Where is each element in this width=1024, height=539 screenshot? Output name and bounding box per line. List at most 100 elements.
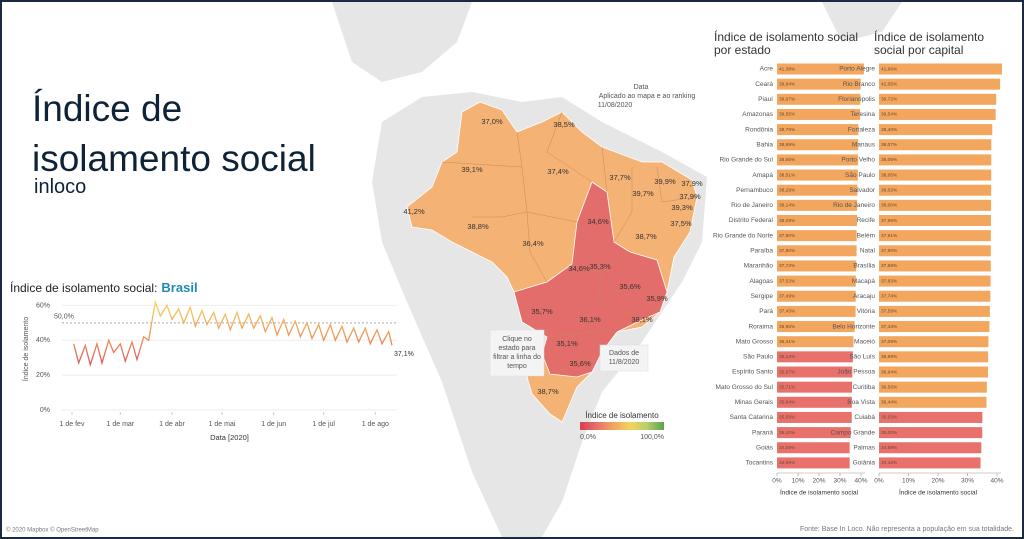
map-label: 36,1% bbox=[579, 315, 601, 324]
bar bbox=[879, 381, 987, 393]
bar-title: Índice de isolamento social por estado bbox=[714, 30, 859, 57]
x-tick-label: 1 de ago bbox=[362, 421, 389, 428]
map-label: 37,9% bbox=[681, 179, 703, 188]
category-label: Belém bbox=[857, 232, 875, 239]
bar bbox=[777, 215, 857, 226]
bar-value-label: 41,66% bbox=[881, 66, 898, 72]
bar bbox=[777, 411, 852, 423]
bar bbox=[777, 78, 861, 90]
category-label: Florianópolis bbox=[838, 96, 876, 103]
legend-scale bbox=[580, 422, 664, 430]
map-label: 38,7% bbox=[635, 232, 657, 241]
bar bbox=[777, 396, 852, 408]
map-label: 34,6% bbox=[587, 217, 609, 226]
bar bbox=[879, 427, 983, 439]
brazil-map[interactable] bbox=[406, 101, 698, 423]
bar bbox=[777, 366, 853, 378]
bar-value-label: 37,90% bbox=[779, 248, 796, 254]
bar-value-label: 34,69% bbox=[881, 445, 898, 451]
bar-value-label: 39,67% bbox=[779, 97, 796, 103]
brazil-map-low-region[interactable] bbox=[513, 181, 668, 378]
page-subtitle: inloco bbox=[34, 176, 87, 198]
x-tick-label: 1 de fev bbox=[60, 421, 85, 428]
bar-value-label: 37,43% bbox=[779, 309, 796, 315]
bar-value-label: 34,59% bbox=[779, 460, 796, 466]
bar bbox=[879, 321, 990, 333]
category-label: Mato Grosso do Sul bbox=[716, 384, 774, 391]
category-label: Amazonas bbox=[742, 111, 773, 118]
bar bbox=[879, 366, 988, 378]
map-label: 36,4% bbox=[522, 239, 544, 248]
bar-value-label: 38,65% bbox=[779, 157, 796, 163]
bar bbox=[879, 78, 1001, 90]
bar bbox=[879, 215, 991, 226]
category-label: Paraíba bbox=[750, 248, 773, 255]
bar bbox=[777, 381, 852, 393]
map-label: 38,8% bbox=[467, 222, 489, 231]
bar bbox=[777, 124, 859, 136]
category-label: Fortaleza bbox=[848, 126, 875, 133]
bar bbox=[777, 290, 856, 302]
bar-value-label: 38,76% bbox=[779, 127, 796, 133]
x-tick-label: 0% bbox=[772, 478, 782, 485]
map-label: 35,7% bbox=[531, 307, 553, 316]
bar-value-label: 35,00% bbox=[881, 430, 898, 436]
bar-chart-capitals[interactable]: Porto Alegre 41,66% Rio Branco 41,05% Floria… bbox=[831, 63, 1004, 497]
bar-value-label: 38,05% bbox=[881, 172, 898, 178]
bar-chart-states[interactable]: Acre 41,38% Ceará 39,84% Piauí 39,67% Amazonas… bbox=[713, 63, 868, 497]
map-label: 34,6% bbox=[568, 264, 590, 273]
bar bbox=[777, 63, 864, 75]
data-date: Dados de 11/8/2020 bbox=[608, 350, 640, 366]
map-label: 38,1% bbox=[631, 315, 653, 324]
bar-value-label: 37,09% bbox=[881, 339, 898, 345]
x-tick-label: 20% bbox=[812, 478, 825, 485]
map-label: 41,2% bbox=[403, 207, 425, 216]
bar-value-label: 37,74% bbox=[881, 294, 898, 300]
map-label: 35,1% bbox=[556, 339, 578, 348]
bar-value-label: 37,95% bbox=[881, 218, 898, 224]
category-label: Rio de Janeiro bbox=[731, 202, 773, 209]
bar-value-label: 37,72% bbox=[779, 263, 796, 269]
bar bbox=[879, 336, 989, 348]
x-tick-label: 0% bbox=[874, 478, 884, 485]
x-tick-label: 1 de jul bbox=[312, 421, 335, 428]
category-label: Aracaju bbox=[853, 293, 875, 300]
category-label: Natal bbox=[860, 248, 876, 255]
bar-value-label: 35,64% bbox=[779, 400, 796, 406]
x-tick-label: 1 de mar bbox=[107, 421, 135, 428]
map-label: 37,0% bbox=[481, 117, 503, 126]
data-label: 37,1% bbox=[394, 351, 414, 358]
bar bbox=[777, 184, 858, 196]
x-tick-label: 30% bbox=[961, 478, 974, 485]
bar bbox=[879, 351, 989, 363]
map-label: 35,9% bbox=[646, 294, 668, 303]
bar-value-label: 36,13% bbox=[779, 354, 796, 360]
category-label: Ceará bbox=[755, 81, 773, 88]
category-label: São Paulo bbox=[743, 354, 773, 361]
bar-value-label: 38,69% bbox=[779, 142, 796, 148]
bar bbox=[879, 275, 991, 287]
x-tick-label: 1 de jun bbox=[261, 421, 286, 428]
bar-value-label: 35,59% bbox=[779, 415, 796, 421]
category-label: Roraima bbox=[748, 323, 773, 330]
bar-value-label: 39,55% bbox=[779, 112, 796, 118]
map-label: 35,3% bbox=[589, 262, 611, 271]
bar-value-label: 41,38% bbox=[779, 66, 796, 72]
category-label: Curitiba bbox=[853, 384, 876, 391]
bar-value-label: 38,06% bbox=[881, 157, 898, 163]
bar bbox=[777, 442, 850, 454]
category-label: Alagoas bbox=[750, 278, 774, 285]
y-tick-label: 40% bbox=[36, 337, 50, 344]
bar-value-label: 38,00% bbox=[881, 203, 898, 209]
bar-value-label: 37,90% bbox=[881, 248, 898, 254]
bar-value-label: 38,07% bbox=[881, 142, 898, 148]
y-axis-label: Índice de isolamento bbox=[21, 317, 30, 381]
bar bbox=[777, 351, 853, 363]
bar-value-label: 36,56% bbox=[881, 384, 898, 390]
bar bbox=[879, 442, 982, 454]
category-label: Manaus bbox=[852, 141, 876, 148]
bar-value-label: 36,94% bbox=[881, 369, 898, 375]
category-label: Acre bbox=[760, 66, 774, 73]
bar-value-label: 37,43% bbox=[881, 324, 898, 330]
category-label: Distrito Federal bbox=[729, 217, 774, 224]
